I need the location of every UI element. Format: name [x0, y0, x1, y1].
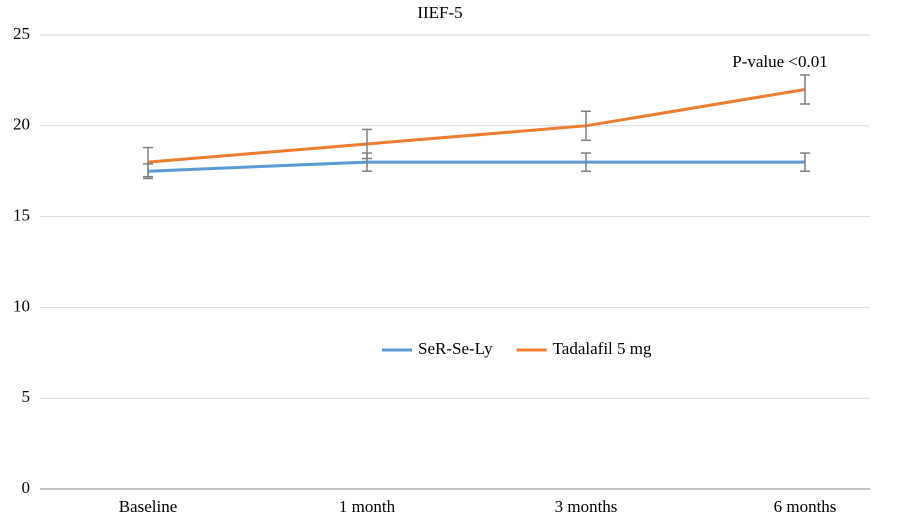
error-bar	[800, 74, 810, 105]
x-tick-label: 3 months	[555, 497, 618, 516]
annotation: P-value <0.01	[732, 52, 828, 71]
y-tick-label: 20	[13, 115, 30, 134]
legend-label: SeR-Se-Ly	[418, 339, 493, 358]
y-tick-label: 15	[13, 206, 30, 225]
x-tick-label: 6 months	[774, 497, 837, 516]
error-bar	[581, 152, 591, 172]
y-tick-label: 5	[22, 387, 31, 406]
y-tick-label: 25	[13, 24, 30, 43]
series-line	[147, 160, 805, 173]
series-line	[147, 88, 806, 164]
error-bar	[143, 146, 153, 178]
chart-title: IIEF-5	[417, 3, 462, 22]
legend-label: Tadalafil 5 mg	[553, 339, 652, 358]
error-bar	[800, 152, 810, 172]
x-tick-label: Baseline	[119, 497, 178, 516]
y-tick-label: 10	[13, 296, 30, 315]
error-bar	[362, 128, 372, 160]
y-tick-label: 0	[22, 478, 31, 497]
error-bar	[581, 110, 591, 142]
x-tick-label: 1 month	[339, 497, 396, 516]
